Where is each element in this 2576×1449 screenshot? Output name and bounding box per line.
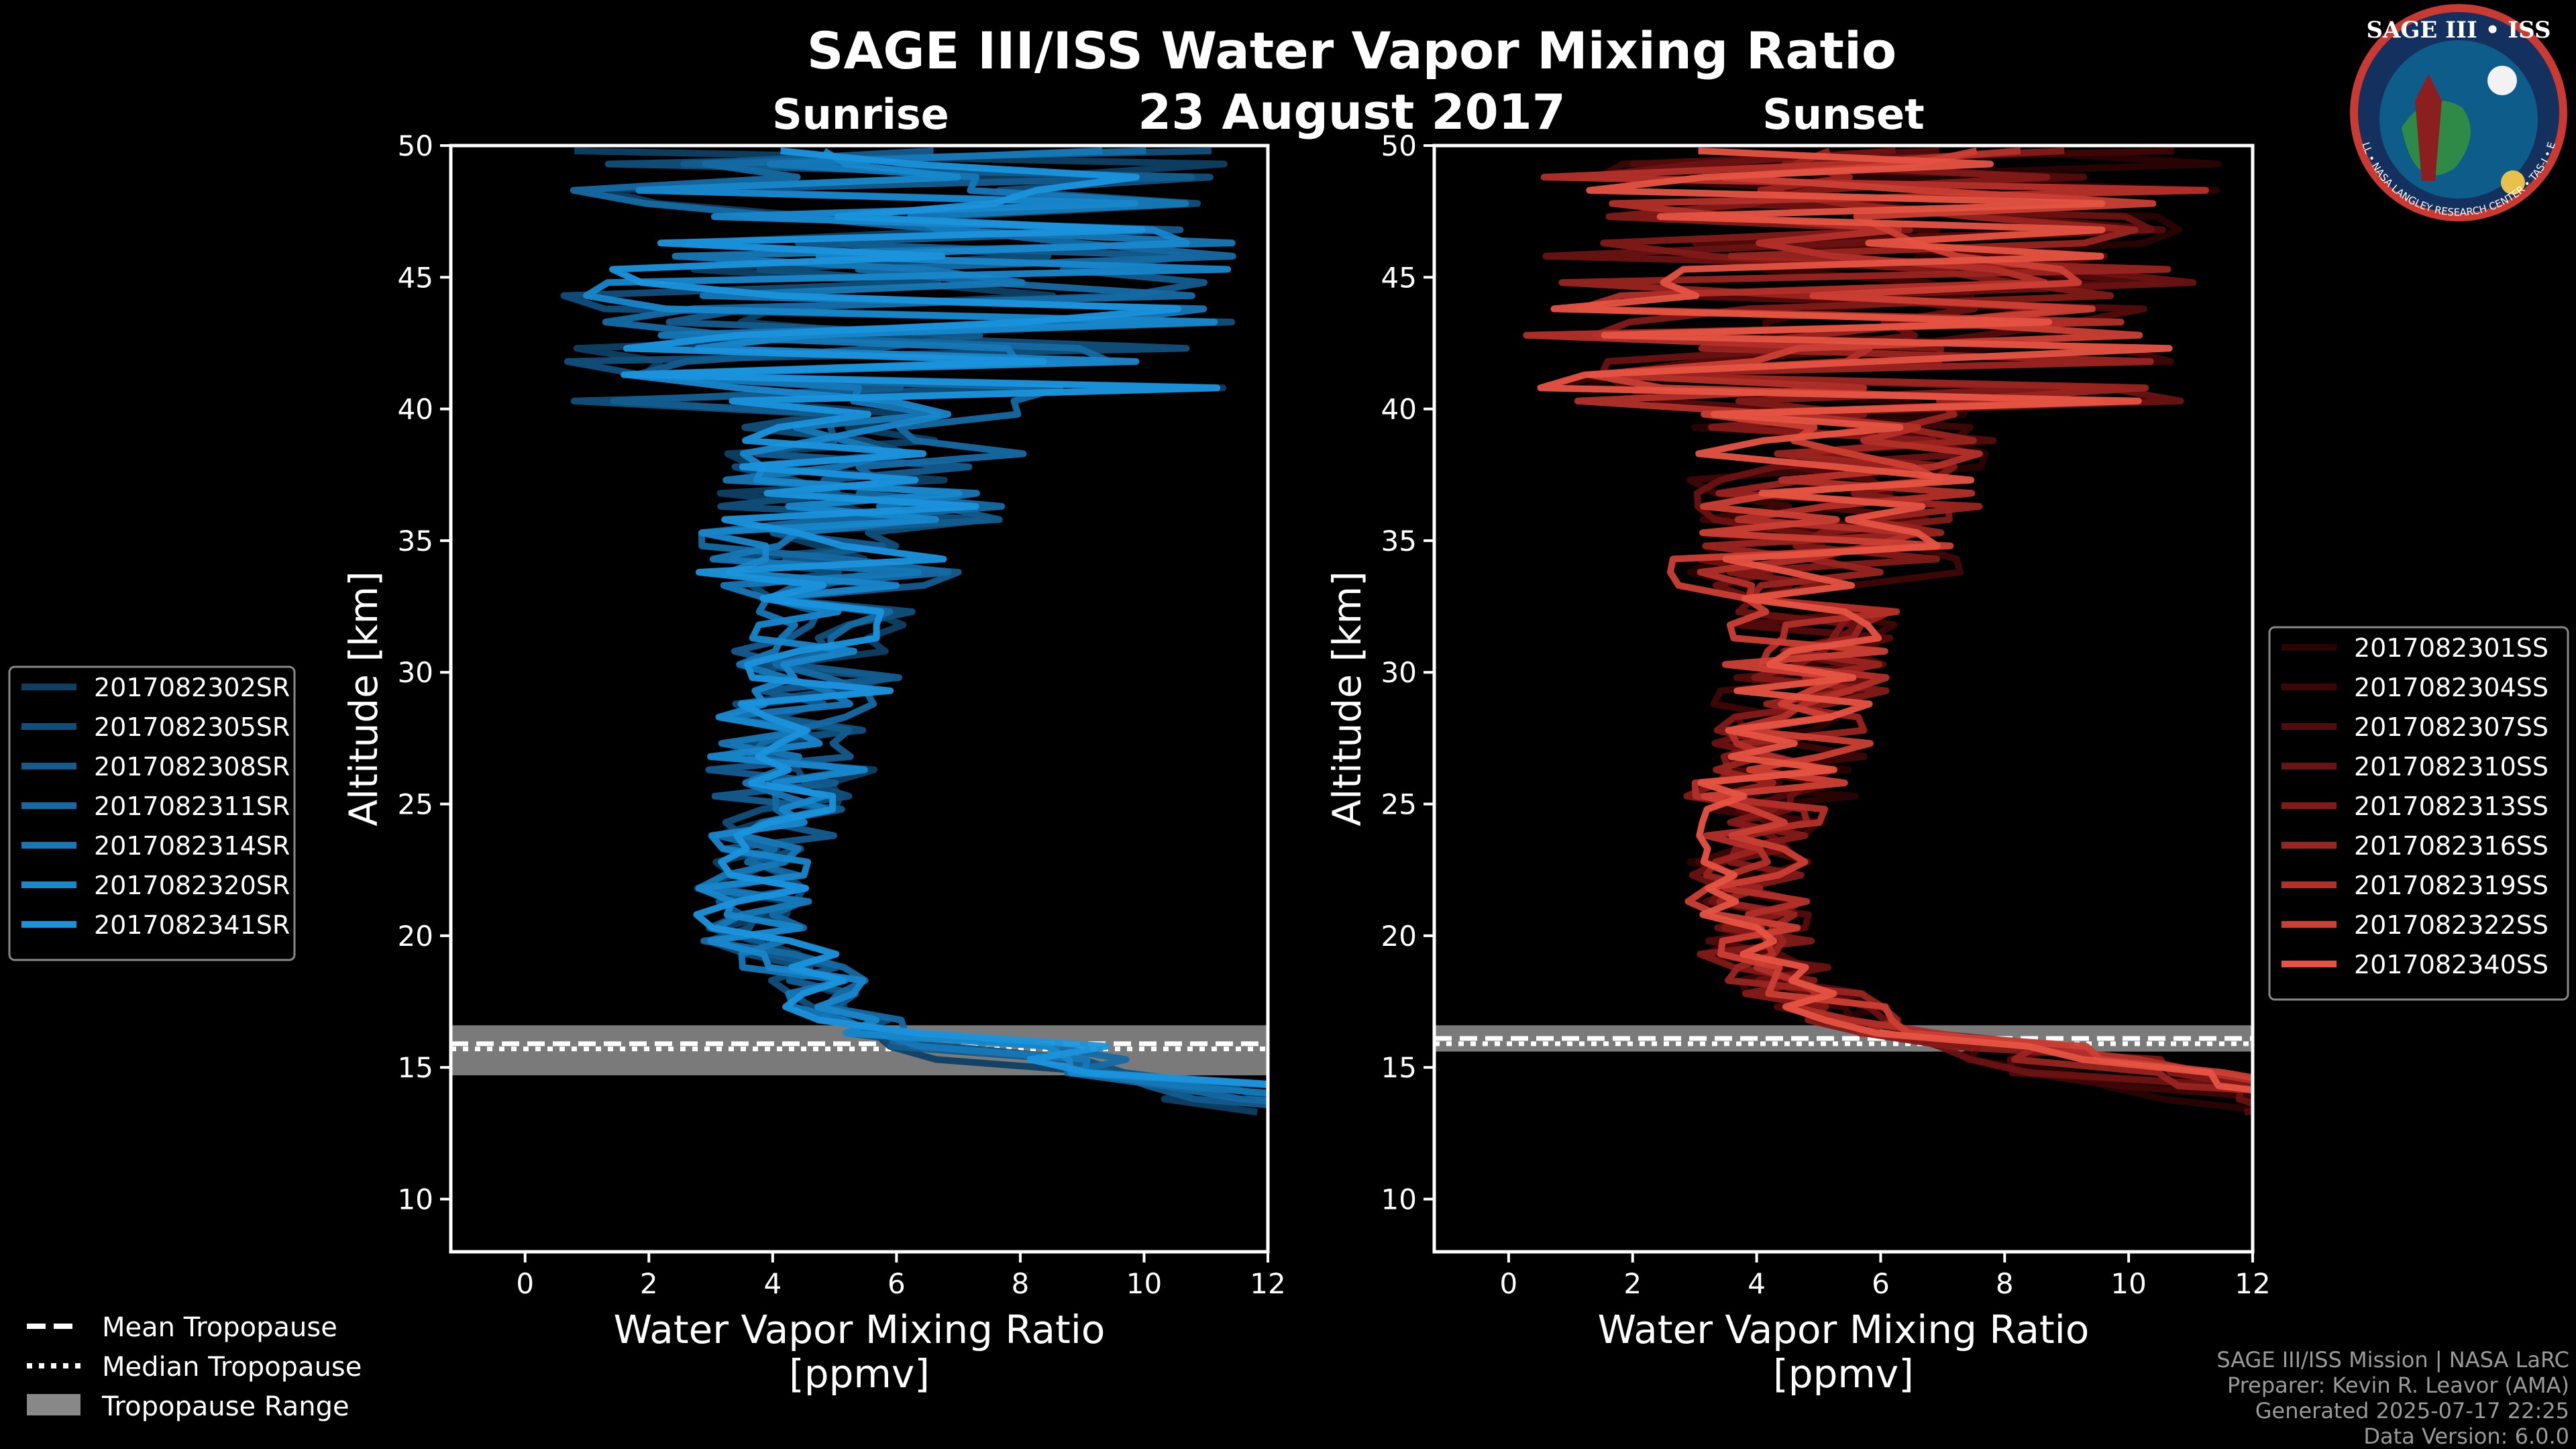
series-line-2017082320SR xyxy=(583,148,1268,1102)
legend-label: 2017082308SR xyxy=(94,752,290,782)
y-tick-label: 50 xyxy=(1381,129,1417,162)
x-tick-label: 8 xyxy=(1012,1267,1030,1300)
plot-frame xyxy=(1432,144,2255,1254)
y-tick-label: 20 xyxy=(1381,920,1417,953)
tropopause-legend: Mean Tropopause Median Tropopause Tropop… xyxy=(27,1312,362,1422)
x-tick-label: 4 xyxy=(1748,1267,1766,1300)
y-tick-label: 45 xyxy=(1381,261,1417,294)
legend-label: 2017082307SS xyxy=(2354,712,2548,742)
x-tick-label: 12 xyxy=(1250,1267,1285,1300)
legend-label: 2017082341SR xyxy=(94,910,290,940)
y-tick-label: 25 xyxy=(398,788,433,821)
y-tick-label: 50 xyxy=(398,129,433,162)
x-tick-label: 2 xyxy=(1623,1267,1642,1300)
y-tick-label: 15 xyxy=(398,1051,433,1084)
logo-moon xyxy=(2487,66,2517,95)
x-tick-label: 6 xyxy=(888,1267,906,1300)
x-axis-label: Water Vapor Mixing Ratio xyxy=(1598,1307,2090,1352)
legend-label: 2017082304SS xyxy=(2354,673,2548,702)
panel-subtitle: Sunset xyxy=(1762,90,1925,139)
tropopause-range-label: Tropopause Range xyxy=(101,1391,350,1422)
x-tick-label: 8 xyxy=(1996,1267,2014,1300)
logo-figure xyxy=(2415,74,2442,181)
y-axis-label: Altitude [km] xyxy=(341,571,386,826)
x-tick-label: 12 xyxy=(2235,1267,2270,1300)
y-tick-label: 40 xyxy=(398,393,433,426)
legend-label: 2017082314SR xyxy=(94,831,290,861)
legend-label: 2017082302SR xyxy=(94,673,290,702)
y-tick-label: 20 xyxy=(398,920,433,953)
legend-label: 2017082310SS xyxy=(2354,752,2548,782)
panel-subtitle: Sunrise xyxy=(772,90,949,139)
credits-version: Data Version: 6.0.0 xyxy=(2363,1424,2569,1449)
x-tick-label: 0 xyxy=(1500,1267,1518,1300)
legend-label: 2017082319SS xyxy=(2354,871,2548,900)
legend-label: 2017082305SR xyxy=(94,712,290,742)
plot-area xyxy=(1434,147,2253,1116)
plot-area xyxy=(451,147,1268,1116)
x-axis-unit: [ppmv] xyxy=(789,1351,930,1397)
legend-label: 2017082313SS xyxy=(2354,792,2548,821)
y-tick-label: 15 xyxy=(1381,1051,1417,1084)
legend-label: 2017082301SS xyxy=(2354,633,2548,663)
x-tick-label: 2 xyxy=(640,1267,658,1300)
credits: SAGE III/ISS Mission | NASA LaRC Prepare… xyxy=(2216,1347,2569,1449)
x-axis-label: Water Vapor Mixing Ratio xyxy=(614,1307,1106,1352)
x-tick-label: 10 xyxy=(1126,1267,1162,1300)
sunset-panel: Sunset 0 2 4 6 8 10 12 10 15 20 25 30 35 40 45 50 Water V… xyxy=(1324,90,2271,1397)
series-line-2017082322SS xyxy=(1586,148,2253,1081)
x-tick-label: 0 xyxy=(516,1267,534,1300)
legend-label: 2017082311SR xyxy=(94,792,290,821)
legend-label: 2017082322SS xyxy=(2354,910,2548,940)
y-tick-label: 35 xyxy=(398,525,433,557)
sunrise-panel: Sunrise 0 2 4 6 8 10 12 10 15 20 25 30 35 40 45 50 Water … xyxy=(341,90,1286,1397)
sunset-legend: 2017082301SS 2017082304SS 2017082307SS 2017… xyxy=(2268,626,2569,1001)
series-line-2017082340SS xyxy=(1537,147,2253,1093)
legend-label: 2017082320SR xyxy=(94,871,290,900)
credits-generated: Generated 2025-07-17 22:25 xyxy=(2255,1398,2569,1424)
y-tick-label: 30 xyxy=(398,656,433,689)
y-axis-label: Altitude [km] xyxy=(1324,571,1370,826)
credits-mission: SAGE III/ISS Mission | NASA LaRC xyxy=(2216,1347,2569,1373)
plot-frame xyxy=(449,144,1270,1254)
y-tick-label: 45 xyxy=(398,261,433,294)
y-tick-label: 10 xyxy=(1381,1183,1417,1216)
logo-text: SAGE III • ISS xyxy=(2366,17,2551,44)
y-tick-label: 10 xyxy=(398,1183,433,1216)
legend-box xyxy=(2268,626,2569,1001)
series-line-2017082307SS xyxy=(1601,147,2253,1116)
x-tick-label: 10 xyxy=(2110,1267,2146,1300)
credits-preparer: Preparer: Kevin R. Leavor (AMA) xyxy=(2227,1373,2569,1398)
y-tick-label: 30 xyxy=(1381,656,1417,689)
median-tropopause-label: Median Tropopause xyxy=(102,1352,362,1383)
y-tick-label: 40 xyxy=(1381,393,1417,426)
series-line-2017082341SR xyxy=(609,147,1268,1087)
legend-box xyxy=(8,665,296,961)
legend-label: 2017082316SS xyxy=(2354,831,2548,861)
figure-title: SAGE III/ISS Water Vapor Mixing Ratio xyxy=(807,21,1897,80)
x-axis-unit: [ppmv] xyxy=(1773,1351,1914,1397)
mean-tropopause-label: Mean Tropopause xyxy=(102,1312,337,1343)
figure-date: 23 August 2017 xyxy=(1138,84,1566,140)
sunrise-legend: 2017082302SR 2017082305SR 2017082308SR 2017… xyxy=(8,665,296,961)
x-tick-label: 4 xyxy=(763,1267,782,1300)
legend-label: 2017082340SS xyxy=(2354,950,2548,979)
x-tick-label: 6 xyxy=(1872,1267,1890,1300)
y-tick-label: 25 xyxy=(1381,788,1417,821)
tropopause-range-swatch xyxy=(27,1394,80,1415)
y-tick-label: 35 xyxy=(1381,525,1417,557)
logo-sun xyxy=(2501,170,2525,195)
